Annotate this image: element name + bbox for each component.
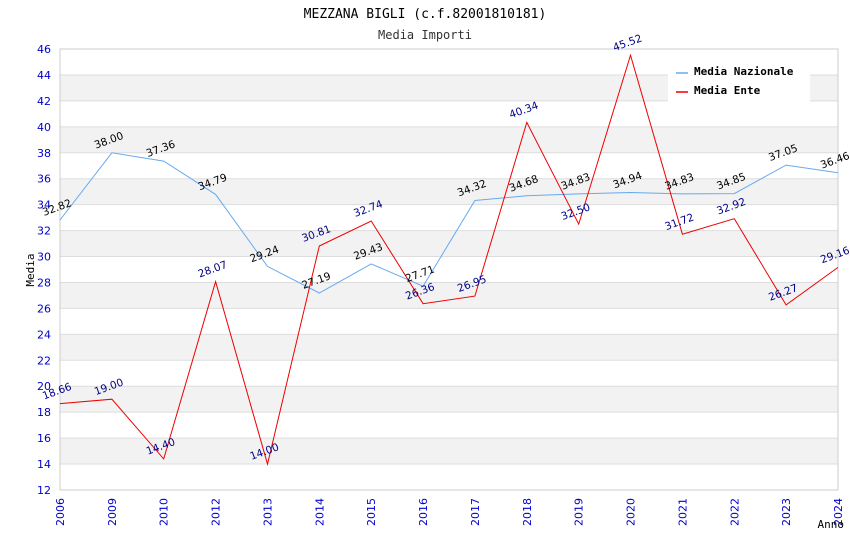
y-tick-label-40: 40 [37, 121, 51, 134]
x-tick-label-2009: 2009 [106, 498, 119, 526]
y-tick-label-12: 12 [37, 484, 51, 497]
x-tick-label-2013: 2013 [261, 498, 274, 526]
data-label-media-ente-2012: 28.07 [197, 259, 229, 281]
chart-subtitle: Media Importi [378, 28, 472, 42]
y-tick-label-36: 36 [37, 173, 51, 186]
x-tick-label-2016: 2016 [417, 498, 430, 526]
data-label-media-ente-2018: 40.34 [508, 100, 541, 122]
x-tick-label-2010: 2010 [158, 498, 171, 526]
x-tick-label-2021: 2021 [676, 498, 689, 526]
background-band [60, 282, 838, 309]
x-tick-label-2023: 2023 [780, 498, 793, 526]
background-band [60, 334, 838, 361]
legend-label-media-ente: Media Ente [694, 84, 761, 97]
x-tick-label-2014: 2014 [313, 498, 326, 526]
chart-title: MEZZANA BIGLI (c.f.82001810181) [304, 7, 547, 22]
x-tick-label-2024: 2024 [832, 498, 845, 526]
y-tick-label-24: 24 [37, 328, 51, 341]
x-axis-label: Anno [818, 518, 845, 531]
y-tick-label-20: 20 [37, 380, 51, 393]
y-axis-label: Media [24, 253, 37, 286]
y-tick-label-28: 28 [37, 276, 51, 289]
y-tick-label-22: 22 [37, 354, 51, 367]
x-tick-label-2015: 2015 [365, 498, 378, 526]
x-tick-label-2017: 2017 [469, 498, 482, 526]
x-tick-label-2012: 2012 [210, 498, 223, 526]
x-tick-label-2022: 2022 [728, 498, 741, 526]
x-tick-label-2019: 2019 [573, 498, 586, 526]
x-tick-label-2018: 2018 [521, 498, 534, 526]
y-tick-label-14: 14 [37, 458, 51, 471]
x-tick-label-2020: 2020 [625, 498, 638, 526]
y-tick-label-44: 44 [37, 69, 51, 82]
gridlines [60, 48, 838, 491]
data-label-media-ente-2021: 31.72 [663, 211, 695, 233]
legend-label-media-nazionale: Media Nazionale [694, 65, 794, 78]
series-line-media-ente [59, 53, 839, 467]
background-band [60, 178, 838, 205]
y-tick-label-30: 30 [37, 251, 51, 264]
y-tick-label-38: 38 [37, 147, 51, 160]
series-line-media-nazionale [59, 152, 839, 294]
x-tick-label-2006: 2006 [54, 498, 67, 526]
y-tick-label-32: 32 [37, 225, 51, 238]
y-tick-label-46: 46 [37, 43, 51, 56]
y-tick-label-42: 42 [37, 95, 51, 108]
background-bands [60, 74, 838, 465]
y-tick-label-34: 34 [37, 199, 51, 212]
y-tick-label-16: 16 [37, 432, 51, 445]
legend: Media Nazionale Media Ente [668, 60, 810, 102]
background-band [60, 438, 838, 465]
background-band [60, 126, 838, 153]
y-tick-label-18: 18 [37, 406, 51, 419]
series-lines [59, 53, 839, 467]
y-axis-ticks: 12 14 16 18 20 22 24 26 28 30 32 34 36 38 40 42 44 46 [37, 43, 51, 497]
legend-box [668, 60, 810, 102]
x-axis-ticks: 2006 2009 2010 2012 2013 2014 2015 2016 2017 2018… [54, 498, 845, 526]
plot-frame [59, 48, 839, 491]
background-band [60, 386, 838, 413]
data-label-media-ente-2020: 45.52 [611, 32, 643, 54]
y-tick-label-26: 26 [37, 302, 51, 315]
